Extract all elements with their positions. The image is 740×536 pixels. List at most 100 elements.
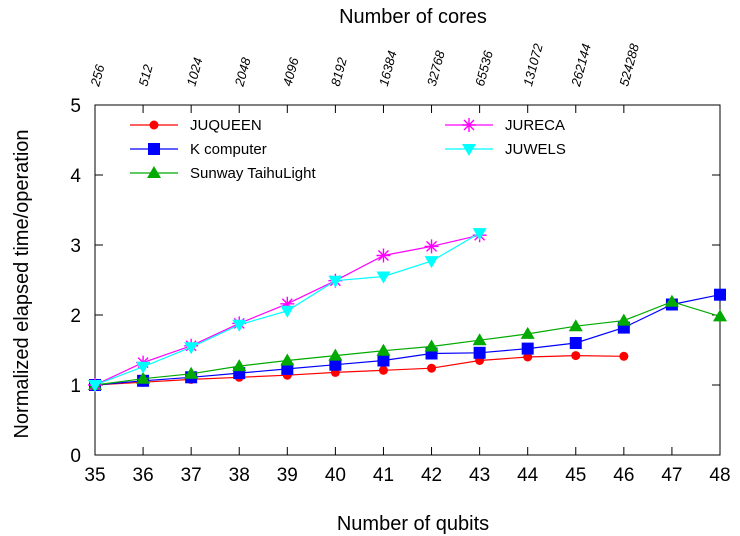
data-point: [377, 354, 390, 367]
x-tick-label: 48: [709, 465, 730, 486]
data-point: [280, 296, 295, 311]
x-tick-label: 43: [469, 465, 490, 486]
series-sunway-taihulight: [88, 294, 727, 390]
data-point: [568, 319, 583, 332]
x-tick-label: 46: [613, 465, 634, 486]
data-point: [280, 353, 295, 366]
top-tick-label: 131072: [520, 41, 546, 88]
data-point: [328, 348, 343, 361]
series-juqueen: [90, 351, 629, 390]
x-tick-label: 39: [277, 465, 298, 486]
series-line: [94, 301, 721, 386]
legend-entry: Sunway TaihuLight: [130, 165, 316, 182]
data-point: [184, 366, 199, 379]
y-tick-label: 3: [70, 236, 81, 257]
data-point: [376, 248, 391, 263]
y-axis-title: Normalized elapsed time/operation: [11, 129, 33, 438]
y-tick-label: 1: [70, 376, 81, 397]
data-point: [424, 239, 439, 254]
data-point: [472, 228, 487, 241]
x-tick-label: 45: [565, 465, 586, 486]
legend-marker: [148, 143, 160, 155]
series-k-computer: [89, 288, 726, 391]
top-tick-label: 524288: [616, 41, 642, 88]
data-point: [520, 326, 535, 339]
data-point: [424, 256, 439, 269]
data-point: [328, 275, 343, 288]
legend-marker: [462, 144, 476, 156]
data-point: [136, 361, 151, 374]
top-tick-label: 16384: [376, 49, 400, 88]
top-tick-label: 262144: [568, 42, 594, 89]
legend-marker: [149, 120, 159, 130]
data-point: [136, 371, 151, 384]
y-tick-label: 2: [70, 306, 81, 327]
data-point: [376, 343, 391, 356]
data-point: [424, 339, 439, 352]
x-tick-label: 38: [229, 465, 250, 486]
data-point: [329, 358, 342, 371]
data-point: [472, 333, 487, 346]
data-point: [521, 342, 534, 355]
data-point: [619, 351, 629, 361]
legend-label: JUWELS: [505, 141, 566, 158]
data-point: [473, 346, 486, 359]
y-tick-label: 0: [70, 446, 81, 467]
x-tick-label: 42: [421, 465, 442, 486]
x-tick-label: 35: [84, 465, 105, 486]
top-tick-label: 256: [87, 62, 108, 89]
series-layer: [88, 228, 727, 392]
series-line: [94, 354, 624, 386]
legend-marker: [462, 118, 476, 132]
data-point: [713, 309, 727, 322]
legend-label: Sunway TaihuLight: [190, 165, 316, 182]
top-axis-title: Number of cores: [339, 6, 487, 28]
top-tick-label: 1024: [184, 56, 206, 88]
plot-frame: [94, 104, 721, 456]
top-tick-label: 512: [135, 62, 155, 88]
top-tick-label: 2048: [231, 55, 253, 89]
data-point: [714, 288, 726, 301]
legend-entry: JURECA: [445, 117, 565, 134]
series-juwels: [88, 228, 487, 392]
x-tick-label: 40: [325, 465, 346, 486]
data-point: [571, 351, 581, 361]
data-point: [88, 380, 102, 392]
legend-label: K computer: [190, 141, 267, 158]
top-tick-label: 65536: [472, 48, 496, 88]
legend-label: JURECA: [505, 117, 565, 134]
data-point: [427, 363, 437, 373]
y-tick-label: 4: [70, 166, 81, 187]
plot-border: [94, 104, 721, 456]
data-point: [523, 352, 533, 362]
legend-label: JUQUEEN: [190, 117, 262, 134]
data-point: [184, 342, 199, 355]
top-tick-label: 32768: [424, 48, 448, 88]
data-point: [376, 271, 391, 284]
x-tick-label: 47: [661, 465, 682, 486]
y-tick-label: 5: [70, 96, 81, 117]
legend-entry: JUQUEEN: [130, 117, 262, 134]
series-line: [94, 294, 721, 386]
data-point: [664, 294, 679, 307]
x-tick-label: 36: [133, 465, 154, 486]
top-tick-label: 4096: [280, 55, 302, 88]
data-point: [569, 337, 582, 349]
data-point: [232, 319, 247, 332]
data-point: [378, 365, 388, 375]
x-tick-label: 41: [373, 465, 394, 486]
legend-entry: K computer: [130, 141, 267, 158]
data-point: [232, 359, 247, 372]
data-point: [281, 362, 294, 375]
top-tick-label: 8192: [328, 55, 350, 88]
x-axis-title: Number of qubits: [337, 513, 489, 535]
x-tick-label: 44: [517, 465, 539, 486]
x-tick-label: 37: [181, 465, 202, 486]
data-point: [280, 305, 295, 318]
legend-marker: [147, 166, 161, 178]
data-point: [616, 313, 631, 326]
legend: JUQUEEN K computer Sunway TaihuLight JURECA…: [130, 117, 566, 182]
legend-entry: JUWELS: [445, 141, 566, 158]
